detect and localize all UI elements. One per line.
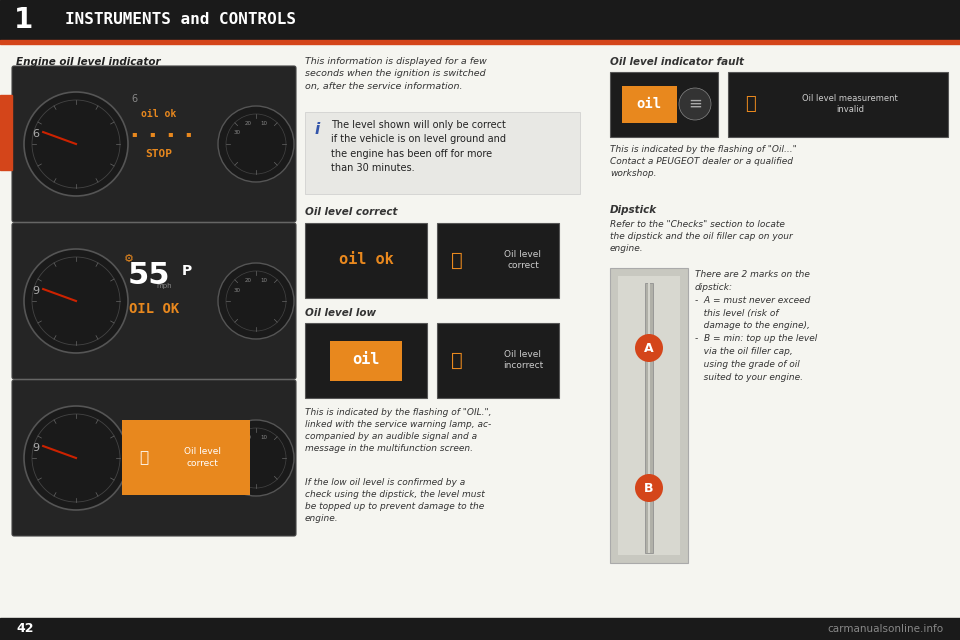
Circle shape	[218, 106, 294, 182]
Text: Engine oil level indicator: Engine oil level indicator	[16, 57, 160, 67]
Text: 9: 9	[32, 443, 39, 453]
Bar	[728, 72, 948, 137]
Circle shape	[24, 92, 128, 196]
Text: This information is displayed for a few
seconds when the ignition is switched
on: This information is displayed for a few …	[305, 57, 487, 91]
Circle shape	[24, 249, 128, 353]
Text: 10: 10	[260, 435, 267, 440]
Text: Oil level correct: Oil level correct	[305, 207, 397, 217]
Bar	[305, 112, 580, 194]
Text: oil: oil	[636, 97, 661, 111]
Circle shape	[218, 263, 294, 339]
Text: carmanualsonline.info: carmanualsonline.info	[828, 624, 944, 634]
Text: Dipstick: Dipstick	[610, 205, 658, 215]
Text: A: A	[644, 342, 654, 355]
Text: 20: 20	[245, 278, 252, 283]
Text: Oil level
correct: Oil level correct	[183, 447, 221, 468]
Text: 6: 6	[131, 94, 137, 104]
Text: ▪: ▪	[132, 129, 137, 138]
Text: ▪: ▪	[167, 129, 173, 138]
Text: ▪: ▪	[149, 129, 155, 138]
Bar	[0, 95, 12, 170]
Text: oil ok: oil ok	[339, 253, 394, 268]
Text: 55: 55	[128, 262, 170, 291]
Bar	[305, 323, 427, 398]
Bar	[645, 283, 653, 553]
Text: Oil level
incorrect: Oil level incorrect	[503, 349, 543, 371]
Text: 6: 6	[32, 129, 39, 139]
Text: INSTRUMENTS and CONTROLS: INSTRUMENTS and CONTROLS	[65, 13, 296, 28]
Circle shape	[635, 334, 663, 362]
Text: 1: 1	[14, 6, 34, 34]
Bar	[437, 323, 559, 398]
Bar	[648, 283, 650, 553]
Text: 30: 30	[233, 287, 240, 292]
Text: OIL OK: OIL OK	[129, 302, 180, 316]
Circle shape	[32, 257, 120, 345]
Text: The level shown will only be correct
if the vehicle is on level ground and
the e: The level shown will only be correct if …	[331, 120, 506, 173]
Circle shape	[679, 88, 711, 120]
Text: 9: 9	[32, 286, 39, 296]
Text: oil ok: oil ok	[141, 109, 177, 119]
Text: 20: 20	[245, 121, 252, 126]
Circle shape	[635, 474, 663, 502]
Text: Refer to the "Checks" section to locate
the dipstick and the oil filler cap on y: Refer to the "Checks" section to locate …	[610, 220, 793, 253]
Text: 30: 30	[233, 445, 240, 449]
Text: 🛢: 🛢	[451, 351, 463, 369]
Text: 🛢: 🛢	[451, 250, 463, 269]
Circle shape	[24, 406, 128, 510]
Text: mph: mph	[156, 283, 172, 289]
Text: i: i	[315, 122, 321, 137]
Text: oil: oil	[352, 353, 380, 367]
Bar	[610, 72, 718, 137]
Text: This is indicated by the flashing of "OIL.",
linked with the service warning lam: This is indicated by the flashing of "OI…	[305, 408, 492, 454]
Circle shape	[226, 271, 286, 331]
FancyBboxPatch shape	[12, 66, 296, 222]
Text: 10: 10	[260, 121, 267, 126]
Text: ▪: ▪	[185, 129, 191, 138]
Text: 🛢: 🛢	[139, 450, 149, 465]
Bar	[610, 268, 688, 563]
FancyBboxPatch shape	[12, 380, 296, 536]
Bar	[622, 86, 677, 123]
FancyBboxPatch shape	[12, 223, 296, 379]
Text: ⚙: ⚙	[124, 254, 134, 264]
Text: STOP: STOP	[146, 149, 173, 159]
Text: B: B	[644, 481, 654, 495]
Text: Oil level indicator fault: Oil level indicator fault	[610, 57, 744, 67]
Bar	[0, 0, 960, 40]
Circle shape	[32, 100, 120, 188]
Text: P: P	[181, 264, 192, 278]
Circle shape	[226, 428, 286, 488]
Text: 42: 42	[16, 623, 34, 636]
Circle shape	[226, 114, 286, 174]
Text: There are 2 marks on the
dipstick:
-  A = must never exceed
   this level (risk : There are 2 marks on the dipstick: - A =…	[695, 270, 817, 382]
Text: ≡: ≡	[688, 95, 702, 113]
Text: Oil level
correct: Oil level correct	[505, 250, 541, 270]
Text: 30: 30	[233, 131, 240, 136]
Bar	[0, 40, 960, 44]
Bar	[618, 276, 680, 555]
Bar	[330, 341, 402, 381]
Text: 10: 10	[260, 278, 267, 283]
Circle shape	[32, 414, 120, 502]
Bar	[0, 618, 960, 640]
Bar	[122, 420, 250, 495]
Text: 🛢: 🛢	[745, 95, 756, 113]
Text: Oil level low: Oil level low	[305, 308, 376, 318]
Circle shape	[218, 420, 294, 496]
Bar	[437, 223, 559, 298]
Text: Oil level measurement
invalid: Oil level measurement invalid	[803, 93, 898, 115]
Text: This is indicated by the flashing of "Oil..."
Contact a PEUGEOT dealer or a qual: This is indicated by the flashing of "Oi…	[610, 145, 797, 179]
Text: 20: 20	[245, 435, 252, 440]
Text: If the low oil level is confirmed by a
check using the dipstick, the level must
: If the low oil level is confirmed by a c…	[305, 478, 485, 524]
Bar	[305, 223, 427, 298]
